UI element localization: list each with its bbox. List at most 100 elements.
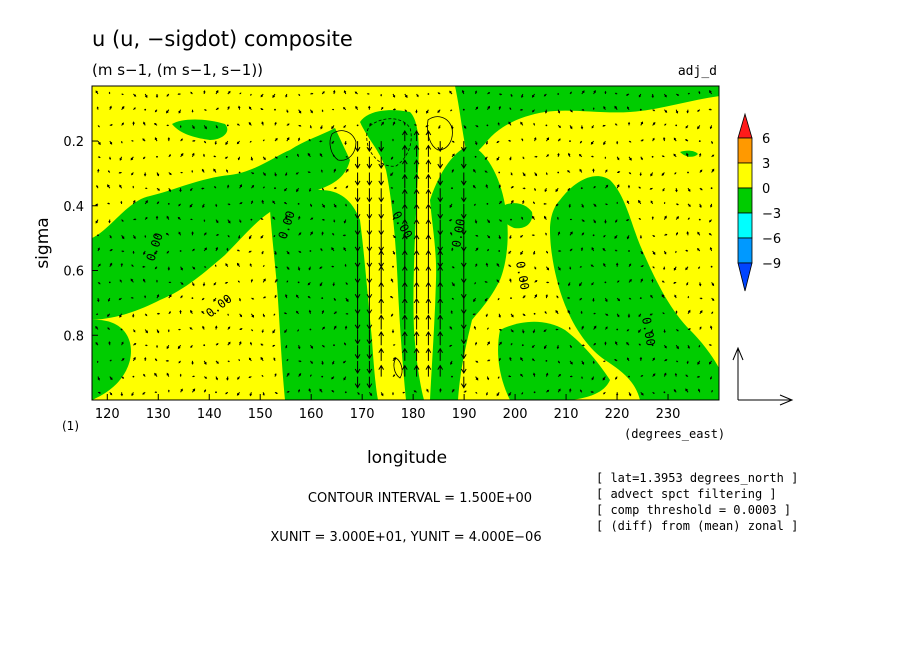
wind-vector <box>698 345 701 348</box>
wind-vector <box>108 281 111 284</box>
wind-vector <box>167 389 170 393</box>
wind-vector <box>699 169 703 173</box>
wind-vector <box>249 263 252 267</box>
wind-vector <box>663 266 666 271</box>
wind-vector <box>510 93 513 98</box>
wind-vector <box>154 250 158 255</box>
wind-vector <box>95 203 99 206</box>
wind-vector <box>508 375 512 378</box>
wind-vector <box>120 141 123 144</box>
wind-vector <box>297 203 300 205</box>
wind-vector <box>578 153 583 158</box>
wind-vector <box>119 313 123 318</box>
wind-vector <box>202 325 205 330</box>
wind-vector <box>366 219 373 236</box>
wind-vector <box>180 171 184 174</box>
wind-vector <box>343 376 347 381</box>
wind-vector <box>286 372 290 377</box>
wind-vector <box>590 140 594 145</box>
wind-vector <box>390 172 394 177</box>
wind-vector <box>96 106 99 110</box>
info-line: [ (diff) from (mean) zonal ] <box>596 519 798 533</box>
wind-vector <box>663 329 666 334</box>
wind-vector <box>416 93 419 98</box>
wind-vector <box>486 219 490 224</box>
wind-vector <box>286 250 290 255</box>
wind-vector <box>97 391 102 394</box>
wind-vector <box>685 249 689 252</box>
wind-vector <box>168 281 172 284</box>
wind-vector <box>401 314 408 330</box>
wind-vector <box>698 266 701 269</box>
wind-vector <box>144 93 148 98</box>
wind-vector <box>107 202 110 205</box>
wind-vector <box>545 124 548 127</box>
wind-vector <box>167 203 170 205</box>
wind-vector <box>569 266 572 270</box>
wind-vector <box>178 203 181 207</box>
wind-vector <box>191 297 194 299</box>
wind-vector <box>227 90 231 95</box>
wind-vector <box>698 218 701 221</box>
wind-vector <box>390 278 394 283</box>
wind-vector <box>450 109 453 112</box>
wind-vector <box>109 140 113 145</box>
wind-vector <box>673 137 677 142</box>
wind-vector <box>614 234 618 239</box>
wind-vector <box>710 187 713 190</box>
wind-vector <box>486 124 489 127</box>
wind-vector <box>322 218 326 221</box>
wind-vector <box>284 329 288 334</box>
wind-vector <box>250 93 252 96</box>
wind-vector <box>461 89 465 95</box>
wind-vector <box>546 281 550 284</box>
wind-vector <box>215 246 219 252</box>
wind-vector <box>345 203 347 207</box>
legend-swatch-gt6 <box>737 112 753 139</box>
x-tick-label: 150 <box>248 407 273 422</box>
wind-vector <box>425 249 432 267</box>
wind-vector <box>357 392 360 395</box>
wind-vector <box>663 391 666 394</box>
wind-vector <box>426 388 429 393</box>
legend-swatch-0to3 <box>737 162 753 189</box>
wind-vector <box>378 203 385 220</box>
wind-vector <box>437 347 444 361</box>
wind-vector <box>191 388 196 393</box>
wind-vector <box>485 262 489 267</box>
wind-vector <box>652 109 656 112</box>
wind-vector <box>699 203 702 208</box>
wind-vector <box>640 156 643 161</box>
wind-vector <box>321 326 326 330</box>
wind-vector <box>413 188 420 204</box>
wind-vector <box>165 359 169 362</box>
wind-vector <box>708 233 712 236</box>
wind-vector <box>248 376 252 379</box>
wind-vector <box>475 376 479 381</box>
wind-vector <box>286 390 290 393</box>
wind-vector <box>652 373 656 377</box>
wind-vector <box>687 203 691 207</box>
wind-vector <box>156 279 158 283</box>
wind-vector <box>298 389 301 393</box>
wind-vector <box>544 311 547 315</box>
x-tick-label: 220 <box>605 407 630 422</box>
wind-vector <box>143 373 146 377</box>
wind-vector <box>627 313 631 318</box>
wind-vector <box>401 297 408 314</box>
wind-vector <box>133 218 137 221</box>
wind-vector <box>180 266 183 271</box>
wind-vector <box>521 216 524 220</box>
wind-vector <box>143 121 146 126</box>
wind-vector <box>591 376 595 381</box>
wind-vector <box>531 234 535 237</box>
wind-vector <box>166 215 170 220</box>
wind-vector <box>120 200 123 204</box>
wind-vector <box>425 364 432 377</box>
wind-vector <box>425 314 432 330</box>
wind-vector <box>189 327 193 330</box>
wind-vector <box>652 122 656 126</box>
wind-vector <box>437 281 444 299</box>
wind-vector <box>413 249 420 267</box>
x-tick-label: 230 <box>656 407 681 422</box>
